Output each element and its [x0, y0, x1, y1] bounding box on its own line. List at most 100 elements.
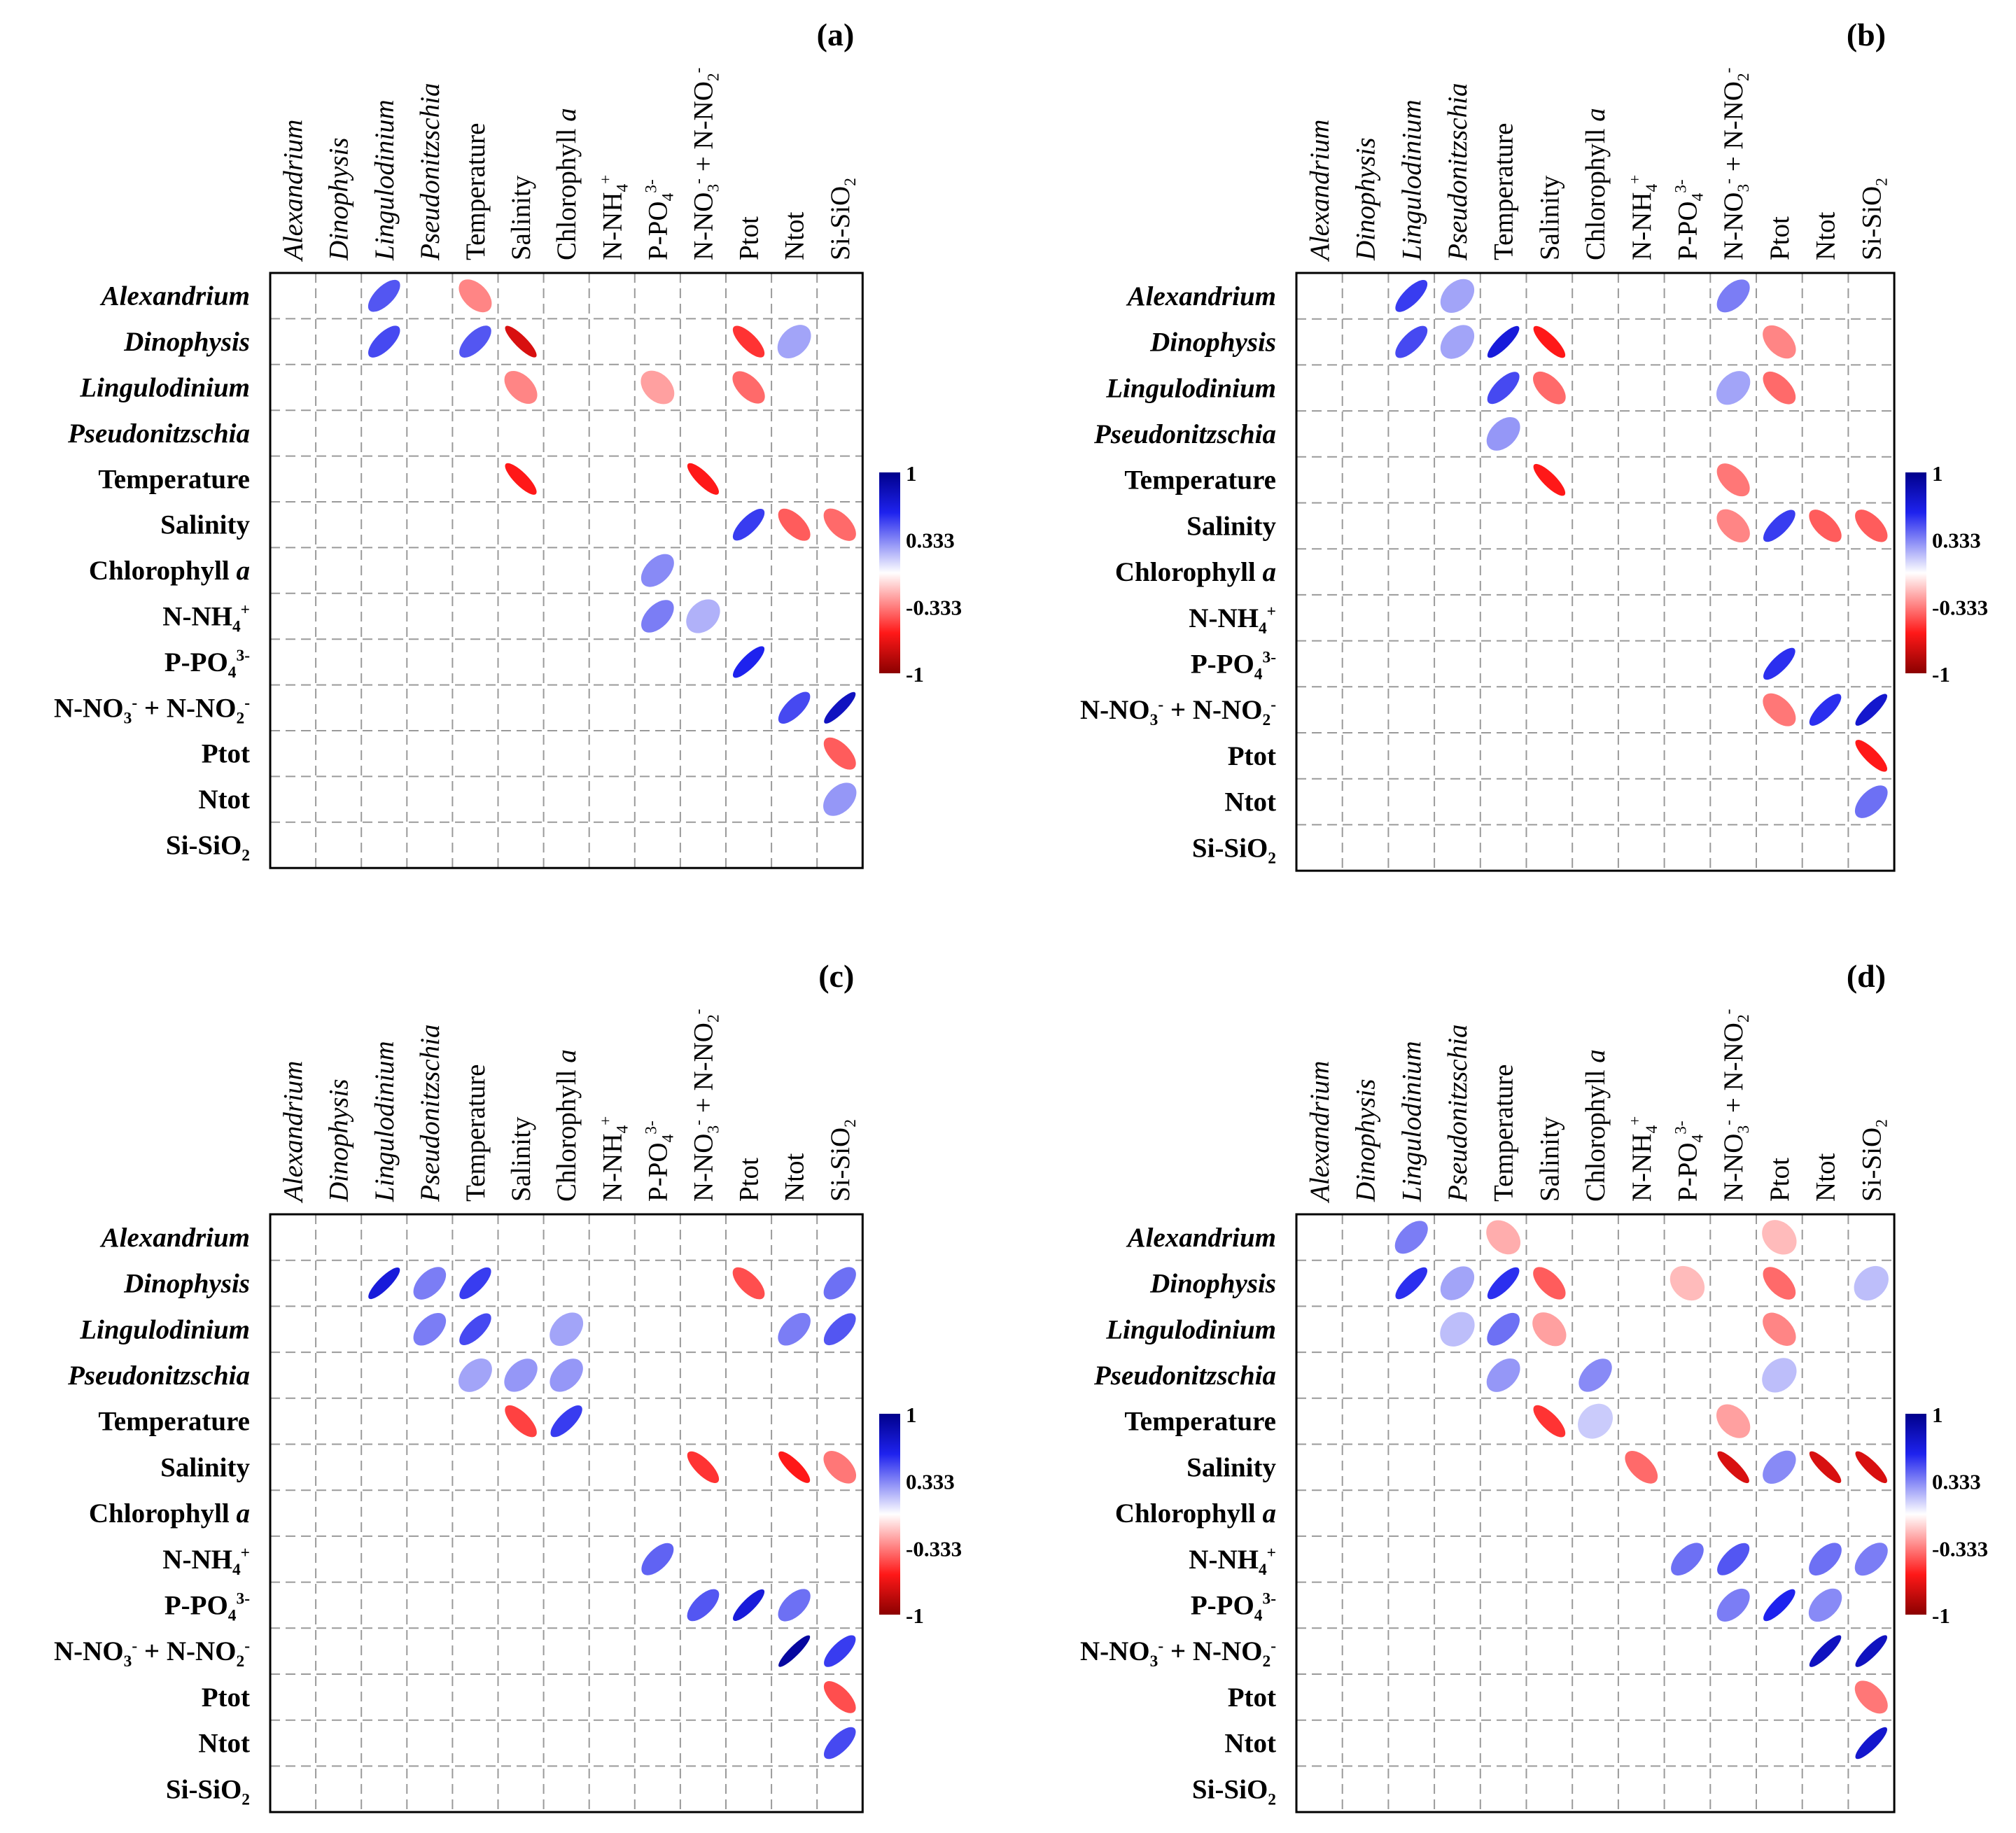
correlation-ellipse [368, 1267, 400, 1300]
correlation-ellipse [413, 1267, 447, 1300]
column-label-n-nh4: N-NH4+ [1626, 175, 1661, 260]
correlation-ellipse [1855, 694, 1887, 726]
row-label-ptot: Ptot [202, 1683, 250, 1713]
row-label-si-sio2: Si-SiO2 [1192, 833, 1276, 867]
column-label-ptot: Ptot [734, 216, 764, 260]
column-label-ptot: Ptot [1765, 216, 1795, 260]
row-label-dinophysis: Dinophysis [123, 1269, 250, 1299]
correlation-ellipse [1763, 1267, 1796, 1300]
correlation-ellipse [732, 509, 765, 541]
row-label-n-no3-n-no2: N-NO3- + N-NO2- [54, 1636, 250, 1671]
matrix-frame [269, 272, 864, 869]
column-label-ntot: Ntot [780, 212, 810, 261]
correlation-ellipse [1625, 1451, 1658, 1484]
colorbar-tick-label: 1 [906, 1403, 917, 1427]
column-label-temperature: Temperature [461, 123, 491, 261]
column-label-si-sio2: Si-SiO2 [825, 1119, 860, 1202]
colorbar [1905, 1414, 1926, 1615]
correlation-ellipse [459, 325, 491, 358]
row-label-p-po43: P-PO43- [1191, 648, 1276, 683]
column-label-temperature: Temperature [461, 1065, 491, 1202]
column-label-chlorophyll-a: Chlorophyll a [552, 1049, 582, 1202]
row-label-ptot: Ptot [1228, 1683, 1276, 1713]
row-label-si-sio2: Si-SiO2 [166, 831, 250, 865]
correlation-ellipse [1763, 325, 1796, 359]
colorbar-tick-label: 0.333 [1932, 528, 1981, 553]
column-label-n-nh4: N-NH4+ [596, 175, 631, 260]
row-label-dinophysis: Dinophysis [1149, 328, 1276, 358]
row-label-alexandrium: Alexandrium [99, 1223, 250, 1253]
correlation-ellipse [1763, 693, 1796, 726]
correlation-panel: (d) Alexandrium Dinophysis Lingulodinium Pse… [1080, 958, 1988, 1813]
column-label-alexandrium: Alexandrium [279, 1061, 309, 1204]
row-label-salinity: Salinity [160, 510, 250, 540]
column-label-ntot: Ntot [1811, 1153, 1841, 1202]
column-label-lingulodinium: Lingulodinium [1396, 1041, 1427, 1202]
row-label-salinity: Salinity [1186, 511, 1276, 541]
correlation-ellipse [824, 1635, 856, 1667]
correlation-ellipse [1533, 325, 1566, 358]
row-label-temperature: Temperature [1124, 1407, 1276, 1437]
correlation-ellipse [824, 1727, 856, 1760]
row-label-n-no3-n-no2: N-NO3- + N-NO2- [1080, 695, 1276, 729]
correlation-ellipse [1854, 785, 1888, 818]
row-label-lingulodinium: Lingulodinium [79, 1314, 250, 1344]
correlation-ellipse [1440, 325, 1475, 359]
correlation-ellipse [550, 1312, 584, 1347]
correlation-ellipse [1809, 694, 1842, 726]
row-label-n-no3-n-no2: N-NO3- + N-NO2- [54, 693, 250, 727]
column-label-salinity: Salinity [1534, 1116, 1564, 1202]
row-label-dinophysis: Dinophysis [1149, 1269, 1276, 1299]
correlation-ellipse [1855, 740, 1888, 772]
panel-label: (a) [817, 17, 855, 52]
row-label-salinity: Salinity [1186, 1452, 1276, 1482]
row-label-pseudonitzschia: Pseudonitzschia [67, 419, 250, 449]
correlation-ellipse [1486, 417, 1520, 451]
row-label-temperature: Temperature [98, 464, 250, 494]
correlation-ellipse [1578, 1358, 1612, 1392]
correlation-ellipse [1716, 371, 1751, 405]
correlation-ellipse [1533, 371, 1566, 405]
correlation-ellipse [732, 371, 765, 404]
row-label-chlorophyll-a: Chlorophyll a [89, 556, 250, 586]
column-label-pseudonitzschia: Pseudonitzschia [415, 1025, 445, 1202]
matrix-frame [1295, 1213, 1896, 1813]
correlation-ellipse [823, 782, 857, 816]
correlation-ellipse [823, 1680, 856, 1713]
row-label-pseudonitzschia: Pseudonitzschia [1093, 1361, 1276, 1391]
colorbar-tick-label: 1 [1932, 461, 1943, 486]
correlation-ellipse [1763, 647, 1795, 680]
column-label-p-po43: P-PO43- [642, 179, 677, 260]
row-label-si-sio2: Si-SiO2 [166, 1774, 250, 1809]
row-label-ntot: Ntot [198, 1729, 250, 1759]
row-label-chlorophyll-a: Chlorophyll a [89, 1498, 250, 1529]
correlation-ellipse [505, 325, 537, 358]
correlation-ellipse [732, 1267, 765, 1300]
correlation-ellipse [1854, 1680, 1888, 1714]
row-label-ptot: Ptot [1228, 741, 1276, 771]
row-label-temperature: Temperature [98, 1407, 250, 1437]
column-label-n-no3-n-no2: N-NO3- + N-NO2- [1718, 68, 1753, 260]
column-label-temperature: Temperature [1489, 1065, 1519, 1202]
row-label-temperature: Temperature [1124, 465, 1276, 496]
column-label-ntot: Ntot [780, 1153, 810, 1202]
correlation-ellipse [1578, 1403, 1614, 1439]
panel-label: (b) [1847, 17, 1886, 52]
row-label-alexandrium: Alexandrium [1126, 1223, 1276, 1253]
column-label-si-sio2: Si-SiO2 [1856, 178, 1891, 260]
column-label-p-po43: P-PO43- [1672, 179, 1707, 260]
correlation-ellipse [1486, 1220, 1521, 1255]
correlation-ellipse [641, 600, 674, 633]
correlation-ellipse [686, 599, 720, 633]
correlation-ellipse [1440, 279, 1475, 313]
colorbar-tick-label: 0.333 [1932, 1470, 1981, 1494]
column-label-ntot: Ntot [1811, 212, 1841, 261]
column-label-si-sio2: Si-SiO2 [1856, 1119, 1891, 1202]
correlation-ellipse [641, 1543, 674, 1575]
column-label-chlorophyll-a: Chlorophyll a [552, 108, 582, 260]
row-label-lingulodinium: Lingulodinium [1105, 1314, 1276, 1344]
column-label-n-nh4: N-NH4+ [596, 1116, 631, 1202]
row-label-n-nh4: N-NH4+ [1189, 1544, 1276, 1579]
column-label-dinophysis: Dinophysis [324, 137, 354, 261]
correlation-ellipse [1762, 1220, 1797, 1255]
